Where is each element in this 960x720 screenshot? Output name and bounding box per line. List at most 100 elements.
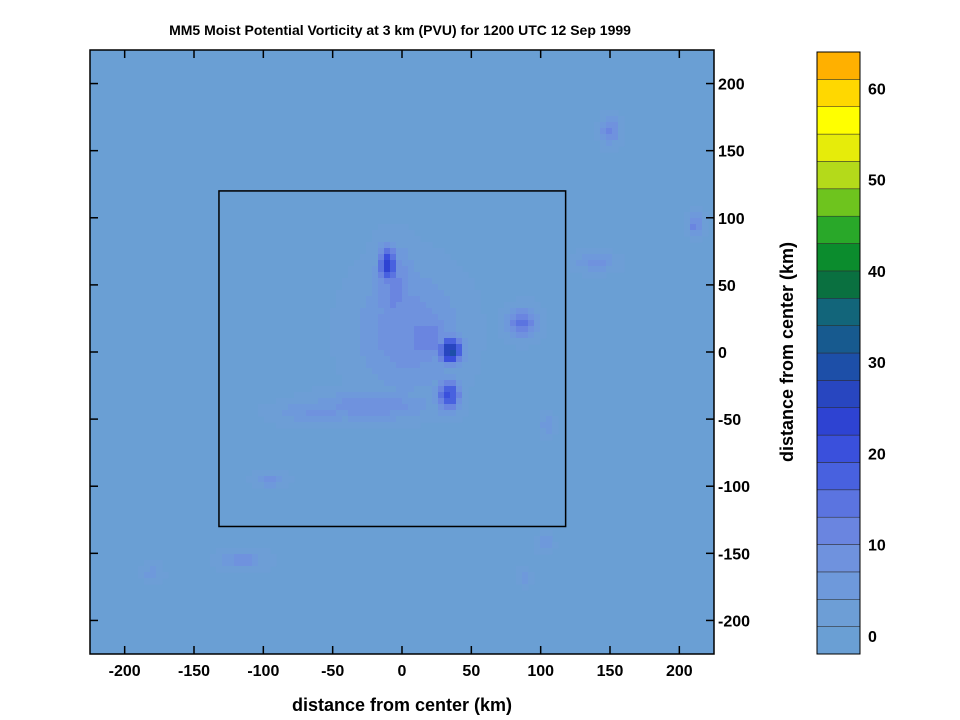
field-cell — [372, 308, 379, 315]
field-cell — [372, 422, 379, 429]
field-cell — [414, 422, 421, 429]
y-axis-label: distance from center (km) — [777, 242, 797, 462]
field-cell — [438, 410, 445, 417]
field-cell — [390, 296, 397, 303]
field-cell — [336, 416, 343, 423]
field-cell — [366, 314, 373, 321]
field-cell — [372, 260, 379, 267]
field-cell — [420, 332, 427, 339]
field-cell — [444, 362, 451, 369]
field-cell — [450, 344, 457, 351]
field-cell — [444, 374, 451, 381]
field-cell — [456, 350, 463, 357]
field-cell — [582, 254, 589, 261]
field-cell — [444, 332, 451, 339]
field-cell — [420, 314, 427, 321]
field-cell — [444, 320, 451, 327]
field-cell — [384, 350, 391, 357]
field-cell — [402, 224, 409, 231]
field-cell — [402, 308, 409, 315]
field-cell — [264, 404, 271, 411]
field-cell — [612, 110, 619, 117]
colorbar-bin — [816, 270, 861, 299]
field-cell — [354, 266, 361, 273]
field-cell — [354, 374, 361, 381]
field-cell — [336, 362, 343, 369]
field-cell — [426, 350, 433, 357]
field-cell — [684, 224, 691, 231]
field-cell — [270, 404, 277, 411]
field-cell — [420, 242, 427, 249]
x-axis-label: distance from center (km) — [292, 695, 512, 715]
field-cell — [450, 302, 457, 309]
field-cell — [336, 314, 343, 321]
field-cell — [354, 320, 361, 327]
field-cell — [402, 344, 409, 351]
field-cell — [312, 398, 319, 405]
field-cell — [402, 254, 409, 261]
field-cell — [462, 290, 469, 297]
field-cell — [336, 338, 343, 345]
field-cell — [504, 308, 511, 315]
field-cell — [438, 344, 445, 351]
field-cell — [348, 362, 355, 369]
field-cell — [468, 308, 475, 315]
field-cell — [354, 272, 361, 279]
field-cell — [582, 248, 589, 255]
field-cell — [498, 314, 505, 321]
field-cell — [432, 290, 439, 297]
field-cell — [528, 338, 535, 345]
field-cell — [690, 224, 697, 231]
field-cell — [594, 134, 601, 141]
field-cell — [408, 380, 415, 387]
field-cell — [510, 338, 517, 345]
field-cell — [372, 272, 379, 279]
field-cell — [414, 308, 421, 315]
field-cell — [432, 338, 439, 345]
field-cell — [246, 476, 253, 483]
field-cell — [372, 284, 379, 291]
field-cell — [540, 530, 547, 537]
field-cell — [504, 338, 511, 345]
field-cell — [390, 326, 397, 333]
field-cell — [396, 248, 403, 255]
field-cell — [342, 380, 349, 387]
field-cell — [414, 332, 421, 339]
field-cell — [354, 332, 361, 339]
field-cell — [426, 344, 433, 351]
field-cell — [354, 302, 361, 309]
field-cell — [384, 236, 391, 243]
field-cell — [342, 290, 349, 297]
field-cell — [390, 356, 397, 363]
field-cell — [546, 548, 553, 555]
field-cell — [432, 392, 439, 399]
field-cell — [348, 302, 355, 309]
chart-title: MM5 Moist Potential Vorticity at 3 km (P… — [169, 22, 631, 38]
field-cell — [336, 404, 343, 411]
colorbar-bin — [816, 489, 861, 518]
field-cell — [276, 404, 283, 411]
field-cell — [612, 140, 619, 147]
field-cell — [606, 122, 613, 129]
field-cell — [450, 386, 457, 393]
field-cell — [390, 242, 397, 249]
field-cell — [528, 308, 535, 315]
y-tick-label: -50 — [718, 412, 741, 429]
field-cell — [600, 260, 607, 267]
field-cell — [414, 410, 421, 417]
field-cell — [450, 374, 457, 381]
field-cell — [696, 230, 703, 237]
field-cell — [336, 320, 343, 327]
field-cell — [444, 308, 451, 315]
field-cell — [540, 332, 547, 339]
field-cell — [252, 560, 259, 567]
field-cell — [462, 272, 469, 279]
field-cell — [384, 308, 391, 315]
field-cell — [414, 314, 421, 321]
field-cell — [312, 392, 319, 399]
field-cell — [384, 248, 391, 255]
field-cell — [378, 308, 385, 315]
field-cell — [414, 272, 421, 279]
field-cell — [432, 404, 439, 411]
field-cell — [390, 416, 397, 423]
